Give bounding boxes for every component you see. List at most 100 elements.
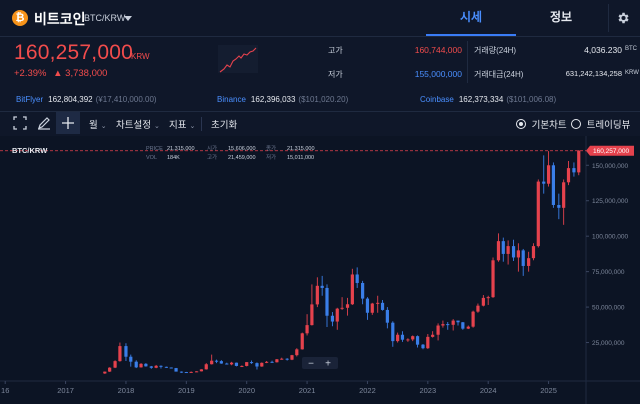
candle-down[interactable] (385, 309, 389, 323)
candle-up[interactable] (406, 339, 410, 341)
candle-down[interactable] (391, 322, 395, 342)
candle-down[interactable] (325, 287, 329, 316)
candle-up[interactable] (486, 297, 490, 299)
zoom-in-button[interactable]: + (325, 359, 331, 370)
chart-area[interactable]: 150,000,000 125,000,000 100,000,000 75,000,… (0, 136, 640, 404)
crosshair-button[interactable] (56, 112, 80, 134)
candle-up[interactable] (577, 150, 581, 173)
candle-up[interactable] (194, 371, 199, 373)
candle-down[interactable] (164, 366, 169, 368)
candle-up[interactable] (370, 303, 374, 313)
candle-up[interactable] (315, 285, 319, 305)
candlestick-chart[interactable]: 150,000,000 125,000,000 100,000,000 75,000,… (0, 136, 640, 404)
candle-up[interactable] (204, 364, 208, 370)
candle-down[interactable] (415, 336, 420, 345)
candle-down[interactable] (249, 362, 254, 364)
candle-up[interactable] (431, 334, 435, 337)
candle-down[interactable] (134, 361, 138, 368)
candle-down[interactable] (285, 358, 289, 360)
zoom-out-button[interactable]: − (308, 359, 314, 370)
candle-up[interactable] (103, 371, 107, 374)
candle-down[interactable] (361, 282, 365, 299)
candle-down[interactable] (365, 298, 370, 313)
exchange-coinbase[interactable]: Coinbase 162,373,334 ($101,006.08) (420, 95, 556, 104)
candle-down[interactable] (511, 246, 516, 258)
candle-down[interactable] (330, 315, 335, 322)
candle-down[interactable] (149, 366, 153, 368)
candle-down[interactable] (219, 361, 223, 364)
candle-down[interactable] (270, 361, 274, 363)
tab-info[interactable]: 정보 (549, 10, 573, 24)
candle-up[interactable] (345, 304, 350, 308)
candle-up[interactable] (265, 361, 269, 363)
candle-up[interactable] (451, 320, 455, 325)
candle-up[interactable] (411, 336, 415, 340)
candle-up[interactable] (426, 336, 430, 349)
candle-up[interactable] (245, 362, 249, 366)
candle-down[interactable] (542, 181, 546, 184)
candle-up[interactable] (139, 363, 143, 368)
candle-up[interactable] (506, 246, 510, 254)
market-code[interactable]: BTC/KRW (84, 13, 126, 23)
fullscreen-icon[interactable] (13, 116, 27, 130)
candle-up[interactable] (260, 362, 264, 367)
candle-down[interactable] (255, 363, 259, 367)
candle-up[interactable] (189, 371, 193, 373)
candle-up[interactable] (527, 258, 531, 266)
candle-up[interactable] (531, 246, 536, 259)
candle-up[interactable] (471, 311, 475, 327)
candle-up[interactable] (210, 360, 214, 365)
candle-down[interactable] (355, 274, 359, 283)
candle-up[interactable] (300, 333, 304, 350)
candle-up[interactable] (113, 361, 117, 368)
candle-up[interactable] (396, 334, 400, 342)
candle-up[interactable] (496, 241, 501, 261)
candle-down[interactable] (159, 365, 163, 367)
candle-up[interactable] (441, 324, 445, 326)
candle-up[interactable] (108, 367, 112, 372)
candle-down[interactable] (320, 285, 324, 288)
candle-up[interactable] (280, 358, 284, 360)
candle-up[interactable] (305, 325, 309, 334)
candle-up[interactable] (491, 260, 495, 298)
candle-up[interactable] (154, 365, 158, 368)
indicator-button[interactable]: 지표 ⌄ (169, 117, 195, 131)
basic-chart-radio[interactable]: 기본차트 (516, 117, 567, 131)
candle-up[interactable] (275, 359, 279, 363)
settings-button[interactable] (608, 4, 637, 32)
candle-down[interactable] (446, 324, 450, 326)
candle-up[interactable] (290, 355, 294, 360)
tab-price[interactable]: 시세 (459, 10, 483, 24)
candle-up[interactable] (350, 274, 354, 305)
candle-up[interactable] (240, 365, 244, 367)
candle-down[interactable] (214, 360, 219, 362)
candle-down[interactable] (521, 250, 525, 266)
candle-up[interactable] (340, 307, 344, 309)
candle-down[interactable] (557, 204, 561, 208)
candle-up[interactable] (516, 250, 520, 258)
candle-up[interactable] (230, 362, 234, 365)
candle-down[interactable] (124, 346, 128, 357)
candle-down[interactable] (421, 344, 425, 349)
candle-down[interactable] (551, 165, 555, 205)
candle-up[interactable] (566, 168, 571, 183)
exchange-binance[interactable]: Binance 162,396,033 ($101,020.20) (217, 95, 348, 104)
candle-up[interactable] (476, 305, 480, 312)
candle-up[interactable] (118, 346, 122, 362)
candle-down[interactable] (179, 371, 184, 373)
candle-up[interactable] (466, 326, 470, 329)
candle-up[interactable] (376, 302, 380, 304)
candle-down[interactable] (501, 241, 505, 254)
reset-button[interactable]: 초기화 (211, 120, 238, 131)
pencil-icon[interactable] (37, 116, 51, 130)
chevron-down-icon[interactable] (124, 16, 132, 21)
period-select[interactable]: 월 ⌄ (89, 117, 107, 131)
chart-settings-button[interactable]: 차트설정 ⌄ (116, 117, 160, 131)
candle-up[interactable] (436, 325, 440, 335)
candle-down[interactable] (234, 362, 239, 366)
candle-up[interactable] (199, 369, 204, 372)
candle-up[interactable] (481, 297, 485, 306)
coin-name[interactable]: 비트코인 (34, 11, 86, 27)
candle-up[interactable] (562, 182, 566, 208)
candle-down[interactable] (400, 334, 405, 340)
